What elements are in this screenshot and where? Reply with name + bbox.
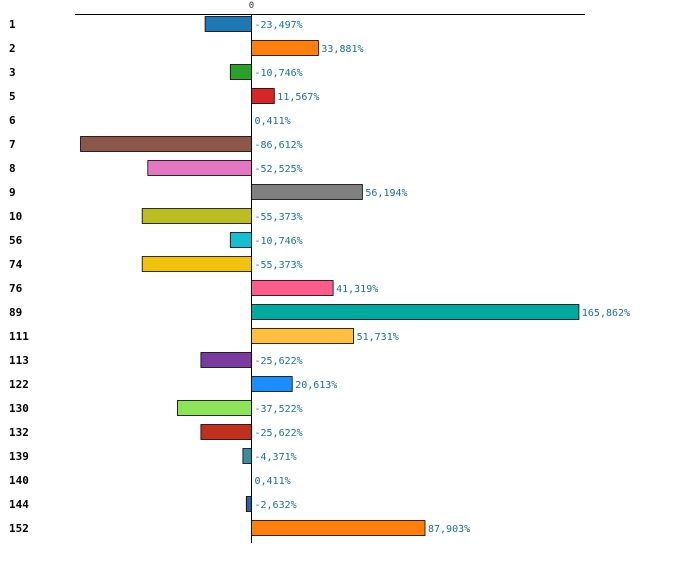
value-label-152: 87,903% [428, 524, 470, 535]
category-label-76: 76 [9, 282, 23, 295]
value-label-56: -10,746% [255, 236, 303, 247]
category-label-130: 130 [9, 402, 29, 415]
category-label-132: 132 [9, 426, 29, 439]
value-label-140: 0,411% [255, 476, 291, 487]
bar-1 [204, 16, 252, 32]
bar-130 [176, 400, 252, 416]
value-label-122: 20,613% [295, 380, 337, 391]
category-label-122: 122 [9, 378, 29, 391]
value-label-3: -10,746% [255, 68, 303, 79]
bar-132 [200, 424, 252, 440]
zero-tick-label: 0 [249, 1, 254, 11]
value-label-7: -86,612% [255, 140, 303, 151]
category-label-144: 144 [9, 498, 29, 511]
bar-152 [251, 520, 426, 536]
value-label-6: 0,411% [255, 116, 291, 127]
value-label-2: 33,881% [321, 44, 363, 55]
category-label-113: 113 [9, 354, 29, 367]
value-label-74: -55,373% [255, 260, 303, 271]
bars-group: 1 -23,497% 2 33,881% 3 -10,746% 5 11,567% 6 0,411… [9, 16, 630, 536]
bar-7 [80, 136, 252, 152]
category-label-3: 3 [9, 66, 16, 79]
category-label-8: 8 [9, 162, 16, 175]
category-label-7: 7 [9, 138, 16, 151]
value-label-89: 165,862% [582, 308, 630, 319]
bar-9 [251, 184, 363, 200]
category-label-5: 5 [9, 90, 16, 103]
value-label-113: -25,622% [255, 356, 303, 367]
value-label-144: -2,632% [255, 500, 297, 511]
bar-144 [245, 496, 252, 512]
bar-139 [242, 448, 252, 464]
bar-111 [251, 328, 354, 344]
category-label-1: 1 [9, 18, 16, 31]
bar-74 [141, 256, 252, 272]
bar-113 [200, 352, 252, 368]
value-label-132: -25,622% [255, 428, 303, 439]
bar-10 [141, 208, 252, 224]
category-label-6: 6 [9, 114, 16, 127]
bar-8 [147, 160, 252, 176]
value-label-10: -55,373% [255, 212, 303, 223]
bar-122 [251, 376, 293, 392]
bar-5 [251, 88, 275, 104]
category-label-9: 9 [9, 186, 16, 199]
value-label-111: 51,731% [357, 332, 399, 343]
category-label-10: 10 [9, 210, 22, 223]
category-label-111: 111 [9, 330, 29, 343]
category-label-56: 56 [9, 234, 23, 247]
value-label-76: 41,319% [336, 284, 378, 295]
category-label-2: 2 [9, 42, 16, 55]
value-label-8: -52,525% [255, 164, 303, 175]
bar-56 [229, 232, 252, 248]
value-label-130: -37,522% [255, 404, 303, 415]
category-label-139: 139 [9, 450, 29, 463]
category-label-152: 152 [9, 522, 29, 535]
bar-89 [251, 304, 580, 320]
category-label-89: 89 [9, 306, 22, 319]
value-label-9: 56,194% [365, 188, 407, 199]
category-label-140: 140 [9, 474, 29, 487]
value-label-1: -23,497% [255, 20, 303, 31]
bar-3 [229, 64, 252, 80]
category-label-74: 74 [9, 258, 23, 271]
value-label-5: 11,567% [277, 92, 319, 103]
bar-2 [251, 40, 319, 56]
bar-76 [251, 280, 334, 296]
value-label-139: -4,371% [255, 452, 297, 463]
